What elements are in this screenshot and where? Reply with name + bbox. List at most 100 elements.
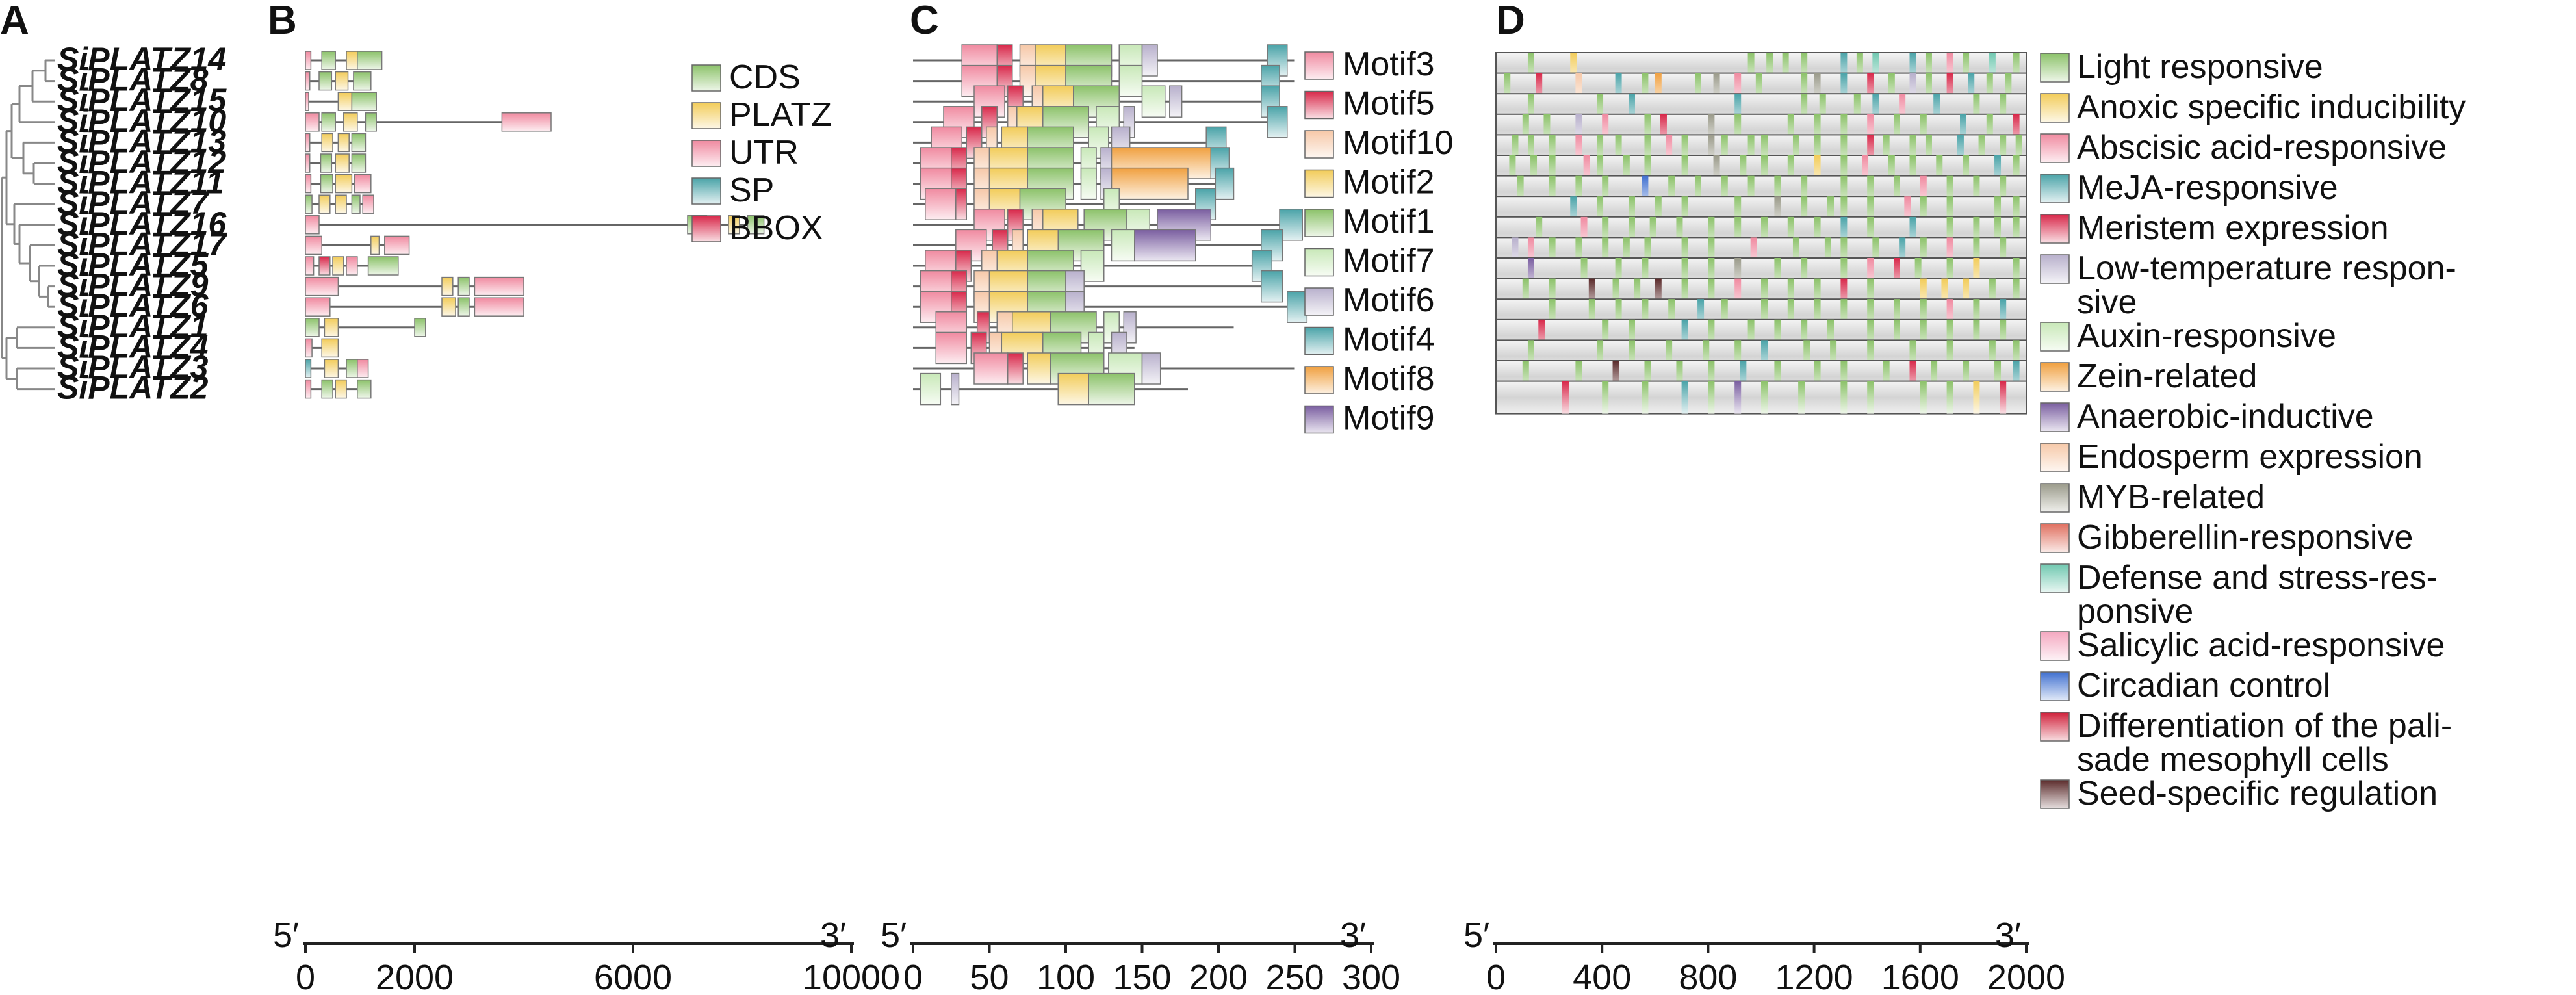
cis-element-abscisic-acid-responsive (1734, 73, 1742, 106)
cis-element-light-responsive (1695, 175, 1701, 209)
feature-cds (457, 297, 470, 317)
legend-swatch-utr (691, 140, 721, 167)
cis-element-light-responsive (1867, 175, 1874, 209)
motif-motif4 (1287, 291, 1308, 323)
cis-element-light-responsive (1801, 196, 1808, 229)
gene-label: SiPLATZ11 (57, 164, 224, 201)
feature-cds (321, 51, 336, 70)
cis-element-anoxic-specific-inducibility (1570, 53, 1577, 85)
axis-3prime-label: 3′ (820, 916, 846, 955)
cis-element-meristem-expression (2013, 114, 2020, 147)
cis-element-light-responsive (1597, 340, 1604, 373)
cis-element-meja-responsive (1840, 53, 1848, 85)
cis-element-light-responsive (1894, 319, 1900, 352)
cis-element-anoxic-specific-inducibility (1963, 278, 1970, 311)
cis-element-light-responsive (1522, 278, 1529, 311)
feature-platz (441, 276, 454, 296)
cis-element-light-responsive (1642, 381, 1649, 414)
cis-element-light-responsive (1703, 340, 1710, 373)
cis-element-myb-related (1708, 114, 1715, 147)
cis-element-light-responsive (1840, 155, 1848, 188)
axis-tick-label: 10000 (803, 958, 900, 995)
legend-swatch-anaerobic-inductive (2040, 402, 2070, 432)
legend-label-salicylic-acid-responsive: Salicylic acid-responsive (2077, 627, 2445, 664)
cis-element-light-responsive (1666, 340, 1673, 373)
cis-element-light-responsive (1973, 216, 1980, 250)
gene-label: SiPLATZ3 (57, 349, 209, 385)
cis-element-axis: 5′ 3′ 0 400 800 1200 1600 2000 (1463, 916, 2065, 995)
cis-element-myb-related (1814, 73, 1821, 106)
cis-element-light-responsive (1615, 135, 1622, 168)
cis-element-light-responsive (1602, 175, 1609, 209)
legend-swatch-bbox (691, 215, 721, 242)
feature-utr (354, 174, 372, 194)
cis-element-meja-responsive (1960, 114, 1966, 147)
cis-element-light-responsive (1755, 73, 1762, 106)
cis-element-light-responsive (1676, 361, 1683, 393)
legend-label-motif2: Motif2 (1343, 164, 1435, 201)
legend-label-abscisic-acid-responsive: Abscisic acid-responsive (2077, 129, 2447, 166)
axis-tick-label: 2000 (376, 958, 454, 995)
cis-element-light-responsive (1994, 216, 2002, 250)
motif-legend: Motif3Motif5Motif10Motif2Motif1Motif7Mot… (1304, 45, 1454, 437)
gene-label: SiPLATZ12 (57, 144, 226, 180)
cis-element-anoxic-specific-inducibility (1973, 258, 1980, 291)
gene-label: SiPLATZ15 (57, 82, 227, 118)
cis-element-light-responsive (1920, 299, 1927, 332)
cis-element-light-responsive (1708, 381, 1715, 414)
cis-element-light-responsive (1597, 155, 1604, 188)
cis-element-light-responsive (1649, 216, 1656, 250)
cis-element-light-responsive (1708, 258, 1715, 291)
cis-element-light-responsive (1973, 299, 1980, 332)
cis-element-myb-related (1734, 258, 1742, 291)
cis-element-light-responsive (1787, 299, 1794, 332)
feature-utr (474, 276, 524, 296)
motif-motif5 (955, 188, 968, 220)
cis-element-meja-responsive (1681, 381, 1688, 414)
cis-element-light-responsive (1920, 114, 1927, 147)
feature-utr (305, 256, 315, 276)
cis-element-light-responsive (2000, 319, 2007, 352)
axis-tick-label: 400 (1573, 958, 1631, 995)
cis-element-light-responsive (1681, 196, 1688, 229)
feature-utr (305, 338, 313, 358)
cis-element-light-responsive (1708, 216, 1715, 250)
gene-structure-axis: 5′ 3′ 0 2000 6000 10000 (273, 916, 900, 995)
legend-swatch-salicylic-acid-responsive (2040, 631, 2070, 661)
cis-element-abscisic-acid-responsive (1946, 53, 1953, 85)
cis-element-meja-responsive (2013, 361, 2020, 393)
feature-utr (305, 215, 320, 235)
cis-element-light-responsive (1623, 155, 1630, 188)
cis-element-low-temperature-respon (1575, 114, 1582, 147)
legend-swatch-light-responsive (2040, 53, 2070, 83)
legend-label-motif8: Motif8 (1343, 360, 1435, 398)
cis-element-light-responsive (1973, 319, 1980, 352)
cis-element-light-responsive (1774, 175, 1781, 209)
feature-utr (305, 133, 311, 153)
cis-element-abscisic-acid-responsive (1580, 216, 1588, 250)
gene-label: SiPLATZ2 (57, 370, 209, 406)
cis-element-abscisic-acid-responsive (1527, 237, 1534, 270)
cis-element-light-responsive (1629, 340, 1635, 373)
cis-element-meja-responsive (1570, 196, 1577, 229)
axis-tick-label: 150 (1113, 958, 1171, 995)
legend-swatch-circadian-control (2040, 671, 2070, 701)
cis-element-meja-responsive (1615, 73, 1622, 106)
cis-element-abscisic-acid-responsive (1946, 237, 1953, 270)
cis-element-light-responsive (1946, 196, 1953, 229)
cis-element-abscisic-acid-responsive (1904, 196, 1911, 229)
legend-label-motif3: Motif3 (1343, 45, 1435, 83)
legend-swatch-zein-related (2040, 362, 2070, 392)
cis-element-meja-responsive (1909, 53, 1916, 85)
cis-element-light-responsive (1747, 135, 1755, 168)
cis-element-anaerobic-inductive (1527, 258, 1534, 291)
legend-label-motif1: Motif1 (1343, 203, 1435, 240)
feature-cds (353, 71, 372, 91)
cis-element-abscisic-acid-responsive (1583, 155, 1590, 188)
cis-element-light-responsive (1575, 175, 1582, 209)
cis-element-meristem-expression (1867, 135, 1874, 168)
cis-element-light-responsive (1801, 94, 1808, 127)
feature-platz (337, 133, 350, 153)
cis-element-light-responsive (1602, 381, 1609, 414)
